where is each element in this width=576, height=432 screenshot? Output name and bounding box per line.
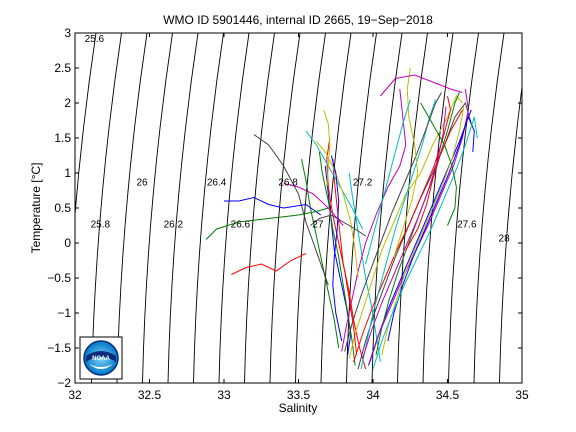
isopycnal-label: 25.8 — [91, 219, 111, 230]
y-tick-label: −1.5 — [47, 341, 71, 355]
y-tick-label: −1 — [57, 306, 71, 320]
y-tick-label: 0.5 — [54, 201, 71, 215]
profile-line — [405, 109, 463, 251]
x-tick-label: 32.5 — [138, 388, 162, 402]
isopycnal-lines — [75, 33, 576, 383]
profile-line — [316, 141, 359, 279]
x-tick-label: 32 — [68, 388, 82, 402]
x-tick-label: 33.5 — [287, 388, 311, 402]
isopycnal-line — [320, 33, 352, 383]
noaa-logo: NOAA — [79, 336, 123, 380]
profile-line — [341, 88, 407, 352]
profile-line — [372, 116, 478, 370]
y-tick-label: −2 — [57, 376, 71, 390]
isopycnal-line — [551, 33, 576, 383]
isopycnal-label: 26 — [136, 177, 148, 188]
profile-line — [360, 99, 437, 370]
profile-line — [362, 106, 447, 359]
isopycnal-line — [167, 33, 199, 383]
profile-line — [348, 95, 463, 359]
isopycnal-label: 27 — [312, 219, 324, 230]
chart-title: WMO ID 5901446, internal ID 2665, 19−Sep… — [163, 13, 433, 27]
profile-line — [420, 102, 457, 226]
isopycnal-line — [371, 33, 403, 383]
profile-line — [253, 134, 329, 286]
isopycnal-label: 26.6 — [231, 219, 251, 230]
profile-line — [231, 253, 307, 275]
y-tick-label: 1.5 — [54, 131, 71, 145]
profile-line — [326, 137, 358, 356]
x-tick-label: 33 — [217, 388, 231, 402]
isopycnal-label: 26.8 — [278, 177, 298, 188]
isopycnal-labels: 25.6 25.8 26 26.2 26.4 26.6 26.8 27 27.2 27.6 28 — [85, 34, 511, 244]
profile-line — [368, 115, 475, 366]
profile-line — [318, 151, 356, 366]
y-tick-label: 0 — [64, 236, 71, 250]
y-tick-label: 2.5 — [54, 61, 71, 75]
profile-lines — [205, 67, 478, 370]
profile-line — [283, 183, 344, 226]
isopycnal-line — [295, 33, 326, 383]
isopycnal-line — [142, 33, 173, 383]
x-axis-label: Salinity — [279, 401, 318, 415]
profile-line — [224, 196, 322, 216]
profile-line — [323, 109, 331, 188]
isopycnal-line — [397, 33, 428, 383]
profile-line — [380, 74, 463, 97]
isopycnal-line — [193, 33, 224, 383]
profile-line — [348, 172, 381, 363]
isopycnal-label: 28 — [499, 233, 511, 244]
isopycnal-line — [448, 33, 479, 383]
x-tick-label: 34 — [366, 388, 380, 402]
isopycnal-line — [218, 33, 250, 383]
isopycnal-line — [525, 33, 555, 383]
isopycnal-line — [244, 33, 275, 383]
isopycnal-line — [499, 83, 522, 383]
profile-line — [393, 67, 419, 258]
isopycnal-line — [473, 33, 505, 383]
x-tick-label: 35 — [515, 388, 529, 402]
isopycnal-line — [346, 33, 377, 383]
y-tick-label: 2 — [64, 96, 71, 110]
profile-line — [353, 95, 452, 363]
y-tick-label: −0.5 — [47, 271, 71, 285]
y-tick-label: 1 — [64, 166, 71, 180]
axis-ticks: 32 32.5 33 33.5 34 34.5 35−2−1.5−1−0.500.511.5… — [47, 26, 529, 402]
noaa-logo-text: NOAA — [92, 356, 110, 362]
isopycnal-label: 27.6 — [457, 219, 477, 230]
x-tick-label: 34.5 — [436, 388, 460, 402]
y-axis-label: Temperature [°C] — [29, 163, 43, 254]
isopycnal-label: 26.2 — [164, 219, 184, 230]
profile-line — [330, 155, 343, 342]
isopycnal-label: 27.2 — [353, 177, 373, 188]
isopycnal-label: 26.4 — [207, 177, 227, 188]
profile-line — [305, 130, 364, 230]
profile-line — [365, 99, 411, 265]
y-tick-label: 3 — [64, 26, 71, 40]
noaa-logo-icon — [83, 340, 119, 376]
isopycnal-line — [269, 33, 301, 383]
profile-line — [205, 207, 329, 240]
plot-background — [75, 33, 522, 383]
isopycnal-label: 25.6 — [85, 34, 105, 45]
profile-line — [301, 158, 340, 349]
